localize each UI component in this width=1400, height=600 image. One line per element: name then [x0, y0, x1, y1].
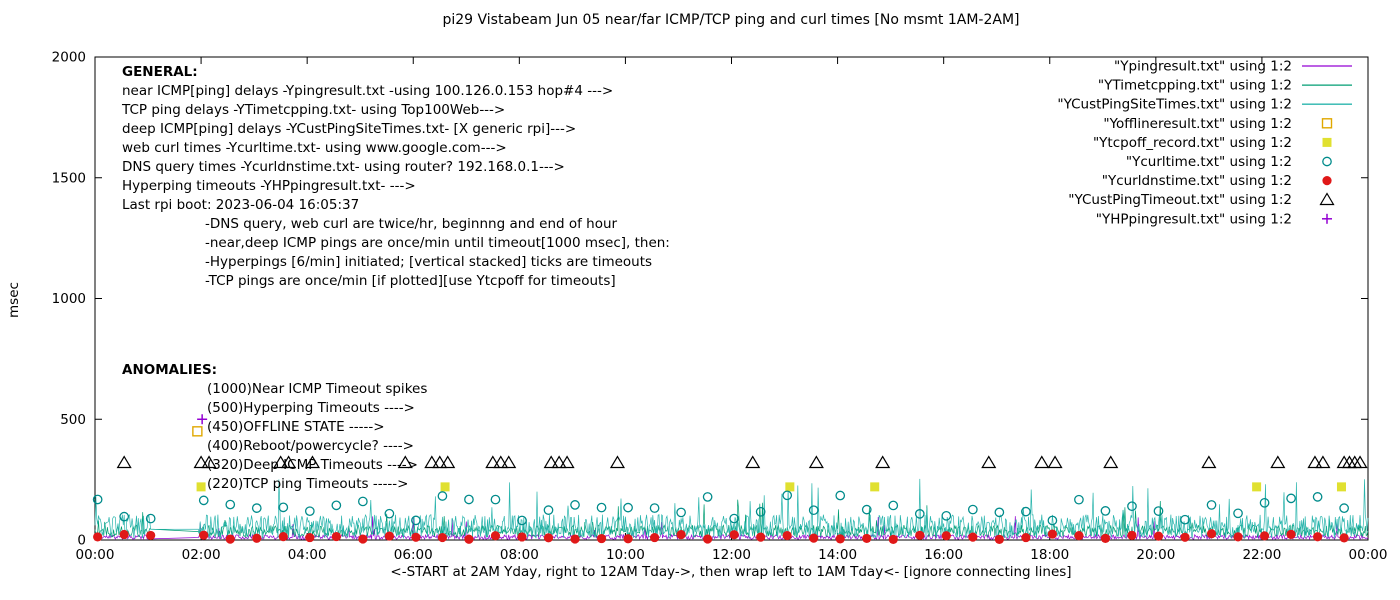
legend-label: "YCustPingSiteTimes.txt" using 1:2 [1057, 97, 1292, 113]
x-tick-label: 08:00 [500, 547, 539, 563]
anomaly-line: (220)TCP ping Timeouts -----> [207, 476, 409, 492]
y-tick-label: 2000 [52, 50, 86, 66]
x-tick-label: 18:00 [1030, 547, 1069, 563]
legend-label: "Yofflineresult.txt" using 1:2 [1103, 116, 1292, 132]
legend-label: "YHPpingresult.txt" using 1:2 [1096, 211, 1292, 227]
legend: "Ypingresult.txt" using 1:2 "YTimetcpping… [1057, 59, 1352, 227]
general-line: TCP ping delays -YTimetcpping.txt- using… [121, 102, 505, 118]
legend-label: "Ypingresult.txt" using 1:2 [1114, 59, 1292, 75]
general-line: Hyperping timeouts -YHPpingresult.txt- -… [122, 178, 416, 194]
note-line: -TCP pings are once/min [if plotted][use… [205, 273, 616, 289]
note-line: -near,deep ICMP pings are once/min until… [205, 235, 670, 251]
general-line: Last rpi boot: 2023-06-04 16:05:37 [122, 197, 359, 213]
legend-label: "Ytcpoff_record.txt" using 1:2 [1093, 135, 1292, 151]
axes: 00:00 02:00 04:00 06:00 08:00 10:00 12:00 14:00… [52, 50, 1388, 564]
y-tick-label: 500 [60, 412, 86, 428]
x-axis-label: <-START at 2AM Yday, right to 12AM Tday-… [390, 564, 1072, 580]
note-line: -DNS query, web curl are twice/hr, begin… [205, 216, 618, 232]
general-line: near ICMP[ping] delays -Ypingresult.txt … [122, 83, 613, 99]
legend-label: "Ycurltime.txt" using 1:2 [1126, 154, 1292, 170]
anomaly-line: (500)Hyperping Timeouts ----> [207, 400, 415, 416]
anomaly-line: (400)Reboot/powercycle? ----> [207, 438, 414, 454]
anomaly-line: (1000)Near ICMP Timeout spikes [207, 381, 427, 397]
series-Ypingresult [94, 516, 1369, 541]
x-tick-label: 14:00 [818, 547, 857, 563]
x-tick-label: 16:00 [924, 547, 963, 563]
general-line: web curl times -Ycurltime.txt- using www… [122, 140, 507, 156]
x-tick-label: 04:00 [288, 547, 327, 563]
x-tick-label: 06:00 [394, 547, 433, 563]
anomaly-line: (320)Deep ICMP Timeouts ----> [207, 457, 418, 473]
general-heading: GENERAL: [122, 64, 198, 80]
x-tick-label: 22:00 [1242, 547, 1281, 563]
series-Ytcpoff_record [440, 482, 1346, 492]
series-YCustPingTimeout [116, 455, 1368, 469]
annotations: GENERAL: near ICMP[ping] delays -Ypingres… [121, 64, 670, 492]
general-line: deep ICMP[ping] delays -YCustPingSiteTim… [122, 121, 576, 137]
x-tick-label: 12:00 [712, 547, 751, 563]
series-YCustPingSiteTimes [94, 478, 1369, 540]
note-line: -Hyperpings [6/min] initiated; [vertical… [205, 254, 652, 270]
legend-label: "YCustPingTimeout.txt" using 1:2 [1068, 192, 1292, 208]
x-tick-label: 00:00 [76, 547, 115, 563]
x-tick-label: 10:00 [606, 547, 645, 563]
x-tick-label: 00:00 [1349, 547, 1388, 563]
y-tick-label: 0 [77, 533, 86, 549]
x-tick-label: 02:00 [182, 547, 221, 563]
y-tick-label: 1000 [52, 291, 86, 307]
y-tick-label: 1500 [52, 170, 86, 186]
general-line: DNS query times -Ycurldnstime.txt- using… [122, 159, 565, 175]
series-Ycurltime [92, 490, 1349, 526]
chart-title: pi29 Vistabeam Jun 05 near/far ICMP/TCP … [442, 12, 1020, 28]
legend-label: "Ycurldnstime.txt" using 1:2 [1102, 173, 1292, 189]
anomalies-heading: ANOMALIES: [122, 362, 217, 378]
series-Ycurldnstime [93, 529, 1349, 544]
x-tick-label: 20:00 [1136, 547, 1175, 563]
legend-label: "YTimetcpping.txt" using 1:2 [1098, 78, 1292, 94]
series-YTimetcpping [94, 499, 1369, 539]
anomaly-line: (450)OFFLINE STATE -----> [207, 419, 385, 435]
